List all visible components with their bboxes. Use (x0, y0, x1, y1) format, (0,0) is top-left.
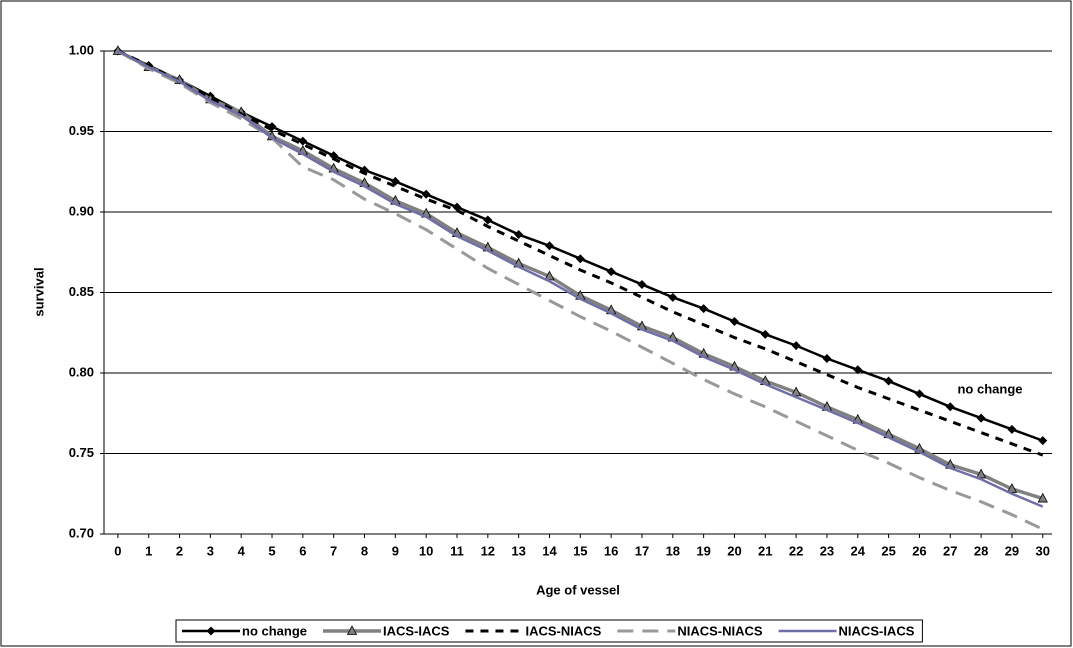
marker (544, 241, 554, 251)
x-tick-label: 17 (635, 543, 649, 558)
legend-label: IACS-NIACS (525, 623, 601, 638)
x-tick-label: 20 (727, 543, 741, 558)
x-tick-label: 6 (299, 543, 306, 558)
x-tick-label: 30 (1036, 543, 1050, 558)
marker (945, 402, 955, 412)
marker (791, 341, 801, 351)
y-tick-label: 0.80 (69, 364, 94, 379)
legend-label: IACS-IACS (383, 623, 450, 638)
marker (699, 304, 709, 314)
x-tick-label: 10 (419, 543, 433, 558)
marker (1007, 424, 1017, 434)
marker (760, 329, 770, 339)
x-tick-label: 24 (851, 543, 866, 558)
x-tick-label: 18 (666, 543, 680, 558)
x-tick-label: 4 (238, 543, 246, 558)
y-tick-label: 0.95 (69, 123, 94, 138)
x-tick-label: 12 (481, 543, 495, 558)
legend-label: no change (242, 623, 307, 638)
marker (606, 267, 616, 277)
x-tick-label: 22 (789, 543, 803, 558)
x-tick-label: 9 (392, 543, 399, 558)
legend-label: NIACS-IACS (839, 623, 915, 638)
x-tick-label: 8 (361, 543, 368, 558)
x-tick-label: 14 (542, 543, 557, 558)
x-tick-label: 15 (573, 543, 587, 558)
marker (853, 365, 863, 375)
x-tick-label: 13 (511, 543, 525, 558)
y-tick-label: 0.70 (69, 525, 94, 540)
legend: no change IACS-IACS IACS-NIACS NIACS-NIACS N… (175, 619, 923, 643)
x-tick-label: 21 (758, 543, 772, 558)
legend-marker (346, 625, 358, 635)
y-tick-label: 0.75 (69, 445, 94, 460)
x-tick-label: 3 (207, 543, 214, 558)
line (117, 49, 1044, 508)
x-tick-label: 26 (912, 543, 926, 558)
marker (514, 230, 524, 240)
marker (1037, 492, 1048, 503)
x-tick-label: 16 (604, 543, 618, 558)
marker (452, 202, 462, 212)
marker (421, 189, 431, 199)
line (117, 49, 1044, 457)
marker (976, 413, 986, 423)
y-tick-label: 0.90 (69, 203, 94, 218)
marker (729, 316, 739, 326)
x-tick-label: 2 (176, 543, 183, 558)
legend-label: NIACS-NIACS (677, 623, 763, 638)
x-tick-label: 11 (450, 543, 464, 558)
marker (298, 136, 308, 146)
x-tick-label: 5 (268, 543, 275, 558)
marker (884, 376, 894, 386)
x-axis-label: Age of vessel (536, 582, 620, 597)
x-tick-label: 1 (145, 543, 152, 558)
x-tick-label: 7 (330, 543, 337, 558)
x-tick-label: 19 (696, 543, 710, 558)
y-tick-label: 1.00 (69, 42, 94, 57)
marker (390, 176, 400, 186)
marker (637, 279, 647, 289)
legend-box (175, 619, 923, 643)
x-tick-label: 25 (881, 543, 895, 558)
x-tick-label: 28 (974, 543, 988, 558)
marker (822, 354, 832, 364)
y-axis-label: survival (31, 267, 46, 316)
marker (1038, 436, 1048, 446)
x-tick-label: 27 (943, 543, 957, 558)
marker (914, 389, 924, 399)
x-tick-label: 29 (1005, 543, 1019, 558)
marker (329, 151, 339, 161)
annotation: no change (957, 381, 1022, 396)
x-tick-label: 0 (114, 543, 121, 558)
marker (575, 254, 585, 264)
marker (483, 215, 493, 225)
marker (668, 292, 678, 302)
y-tick-label: 0.85 (69, 284, 94, 299)
x-tick-label: 23 (820, 543, 834, 558)
legend-marker (206, 626, 216, 636)
